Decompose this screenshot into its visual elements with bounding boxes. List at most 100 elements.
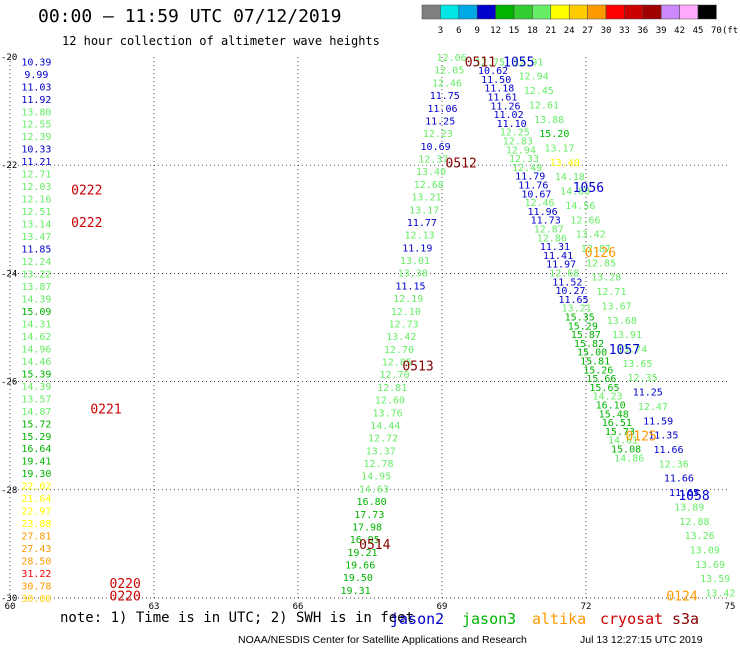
- page-subtitle: 12 hour collection of altimeter wave hei…: [62, 34, 380, 48]
- wave-height-value: 14.18: [555, 172, 585, 183]
- colorbar-tick-label: 45: [693, 26, 704, 36]
- wave-height-value: 22.97: [21, 507, 51, 518]
- wave-height-value: 12.88: [679, 517, 709, 528]
- wave-height-value: 11.77: [407, 218, 437, 229]
- y-tick-label: -20: [1, 53, 17, 63]
- wave-height-value: 11.66: [653, 445, 683, 456]
- wave-height-value: 13.14: [21, 220, 51, 231]
- wave-height-value: 12.70: [379, 370, 409, 381]
- legend-satellite-name: s3a: [672, 610, 700, 628]
- wave-height-value: 15.00: [577, 348, 607, 359]
- wave-height-value: 15.29: [21, 432, 51, 443]
- wave-height-value: 15.26: [583, 365, 613, 376]
- wave-height-value: 12.24: [21, 257, 51, 268]
- wave-height-value: 10.39: [21, 57, 51, 68]
- wave-height-value: 11.76: [518, 181, 548, 192]
- wave-height-value: 11.61: [487, 93, 517, 104]
- colorbar-tick-label: 21: [545, 26, 556, 36]
- colorbar-tick-label: 15: [509, 26, 520, 36]
- wave-height-value: 13.40: [550, 158, 580, 169]
- wave-height-value: 14.39: [21, 294, 51, 305]
- wave-height-value: 19.30: [21, 469, 51, 480]
- wave-height-value: 11.41: [543, 251, 573, 262]
- wave-height-value: 11.18: [484, 84, 514, 95]
- wave-height-value: 12.16: [21, 195, 51, 206]
- wave-height-value: 14.96: [21, 344, 51, 355]
- wave-height-value: 12.94: [519, 72, 549, 83]
- wave-height-value: 22.02: [21, 482, 51, 493]
- wave-height-value: 12.46: [432, 78, 462, 89]
- wave-height-value: 19.66: [345, 561, 375, 572]
- wave-height-value: 13.21: [411, 193, 441, 204]
- wave-height-value: 13.42: [576, 230, 606, 241]
- wave-height-value: 12.68: [414, 180, 444, 191]
- pass-time-label: 1055: [503, 55, 534, 70]
- wave-height-value: 11.66: [664, 474, 694, 485]
- wave-height-value: 11.31: [540, 242, 570, 253]
- wave-height-value: 16.10: [596, 401, 626, 412]
- wave-height-value: 14.39: [21, 382, 51, 393]
- wave-height-value: 19.41: [21, 457, 51, 468]
- wave-height-value: 14.31: [21, 319, 51, 330]
- pass-time-label: 0513: [402, 359, 433, 374]
- wave-height-value: 12.51: [21, 207, 51, 218]
- wave-height-value: 12.87: [534, 225, 564, 236]
- wave-height-value: 12.10: [391, 307, 421, 318]
- y-tick-label: -26: [1, 378, 17, 388]
- wave-height-value: 13.22: [21, 270, 51, 281]
- wave-height-value: 12.68: [549, 269, 579, 280]
- wave-height-value: 12.06: [437, 53, 467, 64]
- wave-height-value: 11.02: [494, 110, 524, 121]
- pass-time-label: 0220: [110, 577, 141, 592]
- wave-height-value: 11.10: [497, 119, 527, 130]
- legend-satellite-name: altika: [532, 610, 587, 628]
- wave-height-value: 11.26: [490, 101, 520, 112]
- wave-height-value: 30.00: [21, 594, 51, 605]
- pass-time-label: 0511: [465, 55, 496, 70]
- wave-height-value: 14.23: [592, 392, 622, 403]
- wave-height-value: 13.47: [21, 232, 51, 243]
- wave-height-value: 15.87: [571, 330, 601, 341]
- colorbar-tick-label: 6: [456, 26, 461, 36]
- wave-height-value: 12.61: [529, 100, 559, 111]
- wave-height-value: 13.69: [695, 560, 725, 571]
- wave-height-value: 11.97: [546, 260, 576, 271]
- wave-height-value: 10.67: [521, 189, 551, 200]
- pass-time-label: 0222: [71, 184, 102, 199]
- wave-height-value: 11.52: [552, 277, 582, 288]
- wave-height-value: 13.01: [400, 256, 430, 267]
- colorbar-tick-label: 3: [438, 26, 443, 36]
- wave-height-value: 14.44: [370, 421, 400, 432]
- wave-height-value: 11.19: [402, 243, 432, 254]
- wave-height-value: 13.74: [617, 344, 647, 355]
- wave-height-value: 10.69: [421, 142, 451, 153]
- wave-height-value: 12.81: [377, 383, 407, 394]
- wave-height-value: 15.09: [21, 307, 51, 318]
- generated-timestamp: Jul 13 12:27:15 UTC 2019: [580, 634, 703, 646]
- wave-height-value: 15.35: [565, 313, 595, 324]
- x-tick-label: 72: [581, 602, 592, 610]
- wave-height-value: 12.75: [475, 57, 505, 68]
- wave-height-value: 11.59: [643, 416, 673, 427]
- wave-height-value: 27.43: [21, 544, 51, 555]
- wave-height-value: 11.15: [395, 281, 425, 292]
- wave-height-value: 12.47: [638, 402, 668, 413]
- wave-height-value: 14.56: [565, 201, 595, 212]
- wave-height-value: 13.37: [366, 446, 396, 457]
- wave-height-value: 17.98: [352, 522, 382, 533]
- wave-height-value: 13.09: [690, 546, 720, 557]
- wave-height-chart: 60 63 66 69 72 75-20-22-24-26-28-3010.399.991…: [1, 53, 735, 610]
- wave-height-value: 16.95: [350, 535, 380, 546]
- wave-height-value: 31.22: [21, 569, 51, 580]
- wave-height-value: 12.35: [628, 373, 658, 384]
- wave-height-value: 28.50: [21, 557, 51, 568]
- wave-height-value: 13.17: [544, 143, 574, 154]
- wave-height-value: 10.62: [478, 66, 508, 77]
- wave-height-value: 13.26: [685, 531, 715, 542]
- wave-height-value: 12.19: [393, 294, 423, 305]
- wave-height-value: 12.70: [384, 345, 414, 356]
- wave-height-value: 12.60: [375, 396, 405, 407]
- wave-height-value: 16.80: [357, 497, 387, 508]
- wave-height-value: 13.65: [622, 359, 652, 370]
- wave-height-value: 11.75: [430, 91, 460, 102]
